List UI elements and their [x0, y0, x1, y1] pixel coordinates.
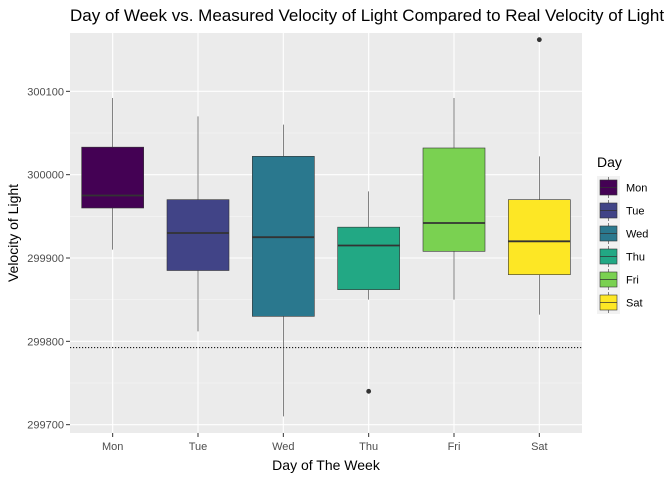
box-body [337, 226, 400, 290]
legend-item-wed: Wed [597, 222, 648, 245]
y-tick-label: 300000 [27, 170, 64, 182]
legend-label: Tue [626, 206, 645, 218]
box-body [166, 199, 230, 271]
chart-title: Day of Week vs. Measured Velocity of Lig… [70, 6, 664, 25]
box-wed [252, 124, 315, 417]
box-sat [508, 37, 571, 315]
outlier-point [366, 388, 372, 394]
box-mon [81, 98, 144, 250]
legend-item-mon: Mon [597, 176, 647, 199]
legend-title: Day [597, 154, 622, 170]
legend-item-thu: Thu [597, 245, 645, 268]
x-tick-label: Wed [272, 441, 294, 453]
legend-label: Mon [626, 183, 647, 195]
legend-label: Fri [626, 275, 639, 287]
x-tick-label: Fri [448, 441, 461, 453]
y-tick-label: 299700 [27, 420, 64, 432]
legend-item-tue: Tue [597, 199, 645, 222]
y-axis: 299700 299800 299900 300000 300100 [27, 86, 70, 432]
x-axis-title: Day of The Week [272, 457, 381, 473]
box-fri [422, 98, 486, 300]
legend-label: Wed [626, 229, 648, 241]
x-axis: Mon Tue Wed Thu Fri Sat [102, 433, 548, 453]
legend-label: Thu [626, 252, 645, 264]
legend-item-fri: Fri [597, 268, 639, 291]
legend: Day Mon Tue Wed Thu Fri Sat [597, 154, 648, 314]
legend-item-sat: Sat [597, 291, 643, 314]
x-tick-label: Mon [102, 441, 123, 453]
y-tick-label: 300100 [27, 86, 64, 98]
plot-panel [70, 33, 582, 433]
x-tick-label: Sat [531, 441, 548, 453]
box-body [508, 199, 571, 275]
boxes-group [81, 37, 571, 417]
box-body [422, 147, 486, 252]
y-axis-title: Velocity of Light [5, 184, 21, 282]
x-tick-label: Thu [359, 441, 378, 453]
x-tick-label: Tue [189, 441, 208, 453]
y-tick-label: 299800 [27, 336, 64, 348]
box-body [81, 146, 144, 209]
box-thu [337, 191, 400, 394]
legend-label: Sat [626, 298, 643, 310]
box-tue [166, 116, 230, 332]
outlier-point [536, 37, 542, 43]
y-tick-label: 299900 [27, 253, 64, 265]
